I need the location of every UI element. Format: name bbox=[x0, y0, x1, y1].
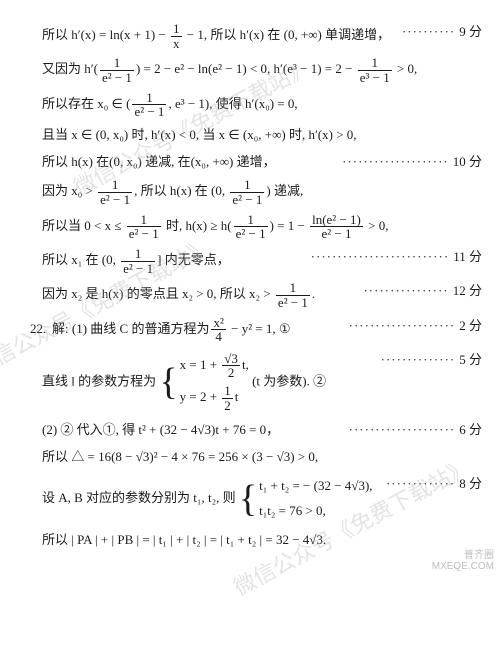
math-text: 设 A, B 对应的参数分别为 t₁, t₂, 则 {t₁ + t₂ = − (… bbox=[42, 474, 382, 524]
solution-line: 所以 △ = 16(8 − √3)² − 4 × 76 = 256 × (3 −… bbox=[30, 447, 482, 468]
fraction: 1e² − 1 bbox=[119, 247, 157, 275]
math-text: 因为 x₂ 是 h(x) 的零点且 x₂ > 0, 所以 x₂ > 1e² − … bbox=[42, 281, 359, 309]
fraction: 1e³ − 1 bbox=[356, 56, 394, 84]
cases-line: t₁t₂ = 76 > 0, bbox=[259, 499, 372, 524]
leader-dots: ·························· bbox=[307, 247, 454, 268]
question-number: 22. bbox=[30, 319, 52, 340]
leader-dots: ············· bbox=[382, 474, 459, 495]
solution-line: (2) ② 代入①, 得 t² + (32 − 4√3)t + 76 = 0，·… bbox=[30, 420, 482, 441]
fraction: 1e² − 1 bbox=[130, 91, 168, 119]
math-text: 且当 x ∈ (0, x₀) 时, h′(x) < 0, 当 x ∈ (x₀, … bbox=[42, 125, 482, 146]
math-text: 所以 x₁ 在 (0, 1e² − 1] 内无零点， bbox=[42, 247, 307, 275]
leader-dots: ·········· bbox=[398, 22, 459, 43]
math-text: 所以 | PA | + | PB | = | t₁ | + | t₂ | = |… bbox=[42, 530, 482, 551]
leader-dots: ···················· bbox=[338, 152, 453, 173]
corner-line1: 普齐圈 bbox=[432, 550, 494, 561]
solution-line: 所以 h′(x) = ln(x + 1) − 1x − 1, 所以 h′(x) … bbox=[30, 22, 482, 50]
score-label: 11 分 bbox=[453, 247, 482, 268]
math-text: (2) ② 代入①, 得 t² + (32 − 4√3)t + 76 = 0， bbox=[42, 420, 345, 441]
math-text: 所以当 0 < x ≤ 1e² − 1 时, h(x) ≥ h(1e² − 1)… bbox=[42, 213, 482, 241]
leader-dots: ················ bbox=[359, 281, 452, 302]
corner-line2: MXEQE.COM bbox=[432, 561, 494, 572]
solution-line: 且当 x ∈ (0, x₀) 时, h′(x) < 0, 当 x ∈ (x₀, … bbox=[30, 125, 482, 146]
math-text: 又因为 h′(1e² − 1) = 2 − e² − ln(e² − 1) < … bbox=[42, 56, 482, 84]
math-text: 所以存在 x₀ ∈ (1e² − 1, e³ − 1), 使得 h′(x₀) =… bbox=[42, 91, 482, 119]
score-label: 2 分 bbox=[459, 316, 482, 337]
score-label: 5 分 bbox=[459, 350, 482, 371]
math-text: 所以 h(x) 在(0, x₀) 递减, 在(x₀, +∞) 递增， bbox=[42, 152, 338, 173]
cases-line: y = 2 + 12t bbox=[180, 382, 249, 414]
page: 微信公众号《免费下载站》微信公众号《免费下载站》微信公众号《免费下载站》 所以 … bbox=[0, 0, 500, 576]
solution-line: 所以 | PA | + | PB | = | t₁ | + | t₂ | = |… bbox=[30, 530, 482, 551]
leader-dots: ···················· bbox=[345, 316, 460, 337]
fraction: ln(e² − 1)e² − 1 bbox=[308, 213, 365, 241]
math-text: 所以 h′(x) = ln(x + 1) − 1x − 1, 所以 h′(x) … bbox=[42, 22, 398, 50]
fraction: 1e² − 1 bbox=[228, 178, 266, 206]
fraction: 1e² − 1 bbox=[96, 178, 134, 206]
fraction: 1e² − 1 bbox=[274, 281, 312, 309]
fraction: 1x bbox=[169, 22, 184, 50]
solution-line: 所以 h(x) 在(0, x₀) 递减, 在(x₀, +∞) 递增，······… bbox=[30, 152, 482, 173]
solution-line: 所以 x₁ 在 (0, 1e² − 1] 内无零点，··············… bbox=[30, 247, 482, 275]
cases-block: {t₁ + t₂ = − (32 − 4√3),t₁t₂ = 76 > 0, bbox=[239, 474, 373, 524]
solution-line: 因为 x₂ 是 h(x) 的零点且 x₂ > 0, 所以 x₂ > 1e² − … bbox=[30, 281, 482, 309]
solution-line: 因为 x₀ > 1e² − 1, 所以 h(x) 在 (0, 1e² − 1) … bbox=[30, 178, 482, 206]
solution-line: 22.解: (1) 曲线 C 的普通方程为x²4 − y² = 1, ①····… bbox=[30, 316, 482, 344]
fraction: 1e² − 1 bbox=[232, 213, 270, 241]
cases-line: x = 1 + √32t, bbox=[180, 350, 249, 382]
math-text: 直线 l 的参数方程为 {x = 1 + √32t,y = 2 + 12t (t… bbox=[42, 350, 377, 415]
math-text: 所以 △ = 16(8 − √3)² − 4 × 76 = 256 × (3 −… bbox=[42, 447, 482, 468]
solution-line: 设 A, B 对应的参数分别为 t₁, t₂, 则 {t₁ + t₂ = − (… bbox=[30, 474, 482, 524]
leader-dots: ·············· bbox=[377, 350, 460, 371]
fraction: x²4 bbox=[209, 316, 227, 344]
leader-dots: ···················· bbox=[345, 420, 460, 441]
fraction: 1e² − 1 bbox=[98, 56, 136, 84]
score-label: 8 分 bbox=[459, 474, 482, 495]
fraction: 1e² − 1 bbox=[125, 213, 163, 241]
cases-line: t₁ + t₂ = − (32 − 4√3), bbox=[259, 474, 372, 499]
fraction: √32 bbox=[220, 352, 242, 380]
score-label: 10 分 bbox=[453, 152, 482, 173]
solution-line: 又因为 h′(1e² − 1) = 2 − e² − ln(e² − 1) < … bbox=[30, 56, 482, 84]
solution-line: 所以存在 x₀ ∈ (1e² − 1, e³ − 1), 使得 h′(x₀) =… bbox=[30, 91, 482, 119]
score-label: 9 分 bbox=[459, 22, 482, 43]
corner-watermark: 普齐圈 MXEQE.COM bbox=[432, 550, 494, 572]
score-label: 12 分 bbox=[453, 281, 482, 302]
solution-line: 直线 l 的参数方程为 {x = 1 + √32t,y = 2 + 12t (t… bbox=[30, 350, 482, 415]
fraction: 12 bbox=[220, 384, 235, 412]
cases-block: {x = 1 + √32t,y = 2 + 12t bbox=[159, 350, 248, 415]
score-label: 6 分 bbox=[459, 420, 482, 441]
solution-line: 所以当 0 < x ≤ 1e² − 1 时, h(x) ≥ h(1e² − 1)… bbox=[30, 213, 482, 241]
math-text: 22.解: (1) 曲线 C 的普通方程为x²4 − y² = 1, ① bbox=[30, 316, 345, 344]
math-text: 因为 x₀ > 1e² − 1, 所以 h(x) 在 (0, 1e² − 1) … bbox=[42, 178, 482, 206]
